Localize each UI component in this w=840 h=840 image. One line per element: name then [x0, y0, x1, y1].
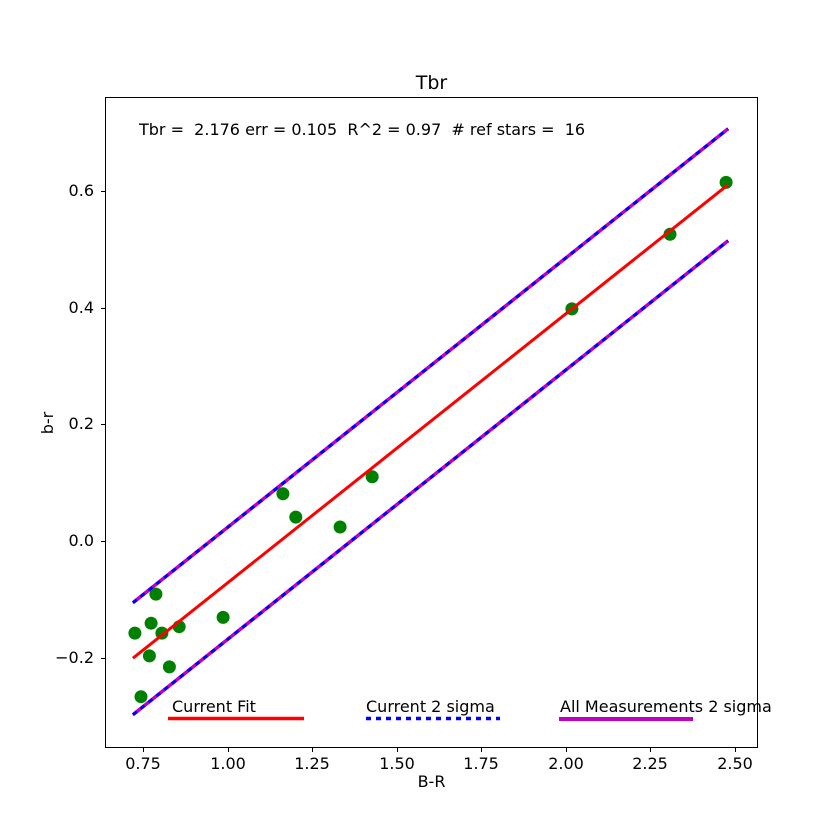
y-tickmark: [101, 658, 105, 659]
y-tickmark: [101, 308, 105, 309]
scatter-point: [333, 520, 347, 534]
scatter-point: [149, 587, 163, 601]
x-axis-label: B-R: [417, 772, 446, 791]
scatter-point: [719, 175, 733, 189]
legend-label-all-measurements-2-sigma: All Measurements 2 sigma: [560, 697, 772, 716]
fit-stats-annotation: Tbr = 2.176 err = 0.105 R^2 = 0.97 # ref…: [139, 120, 586, 139]
legend-label-current-fit: Current Fit: [172, 697, 256, 716]
plot-canvas: [128, 127, 733, 721]
plot-area: Tbr = 2.176 err = 0.105 R^2 = 0.97 # ref…: [105, 97, 772, 748]
x-tickmark: [481, 748, 482, 752]
scatter-point: [142, 649, 156, 663]
y-axis-label: b-r: [37, 411, 57, 435]
x-tick-label: 1.75: [463, 754, 499, 773]
current-2-sigma-lower-line: [131, 239, 730, 716]
scatter-point: [289, 510, 303, 524]
y-tick-label: −0.2: [55, 648, 94, 667]
x-tick-label: 1.25: [294, 754, 330, 773]
current-fit-line: [131, 183, 730, 660]
x-tickmark: [143, 748, 144, 752]
y-tick-label: 0.4: [68, 298, 94, 317]
y-tick-label: 0.6: [68, 181, 94, 200]
x-tickmark: [650, 748, 651, 752]
scatter-point: [128, 626, 142, 640]
x-tick-label: 1.50: [379, 754, 415, 773]
plot-title: Tbr: [415, 72, 448, 94]
x-tick-label: 0.75: [125, 754, 161, 773]
x-tickmark: [735, 748, 736, 752]
x-tick-label: 2.50: [717, 754, 753, 773]
scatter-point: [365, 470, 379, 484]
x-tickmark: [228, 748, 229, 752]
x-tickmark: [312, 748, 313, 752]
x-tick-label: 2.00: [548, 754, 584, 773]
scatter-point: [144, 616, 158, 630]
x-tick-label: 2.25: [632, 754, 668, 773]
scatter-point: [216, 610, 230, 624]
scatter-point: [134, 690, 148, 704]
current-2-sigma-upper-line: [131, 127, 730, 604]
x-tick-label: 1.00: [210, 754, 246, 773]
scatter-point: [162, 660, 176, 674]
y-tickmark: [101, 424, 105, 425]
y-tickmark: [101, 541, 105, 542]
scatter-point: [276, 487, 290, 501]
y-tickmark: [101, 191, 105, 192]
legend-label-current-2-sigma: Current 2 sigma: [366, 697, 495, 716]
y-tick-label: 0.2: [68, 414, 94, 433]
x-tickmark: [397, 748, 398, 752]
x-tickmark: [566, 748, 567, 752]
y-tick-label: 0.0: [68, 531, 94, 550]
scatter-point: [663, 227, 677, 241]
